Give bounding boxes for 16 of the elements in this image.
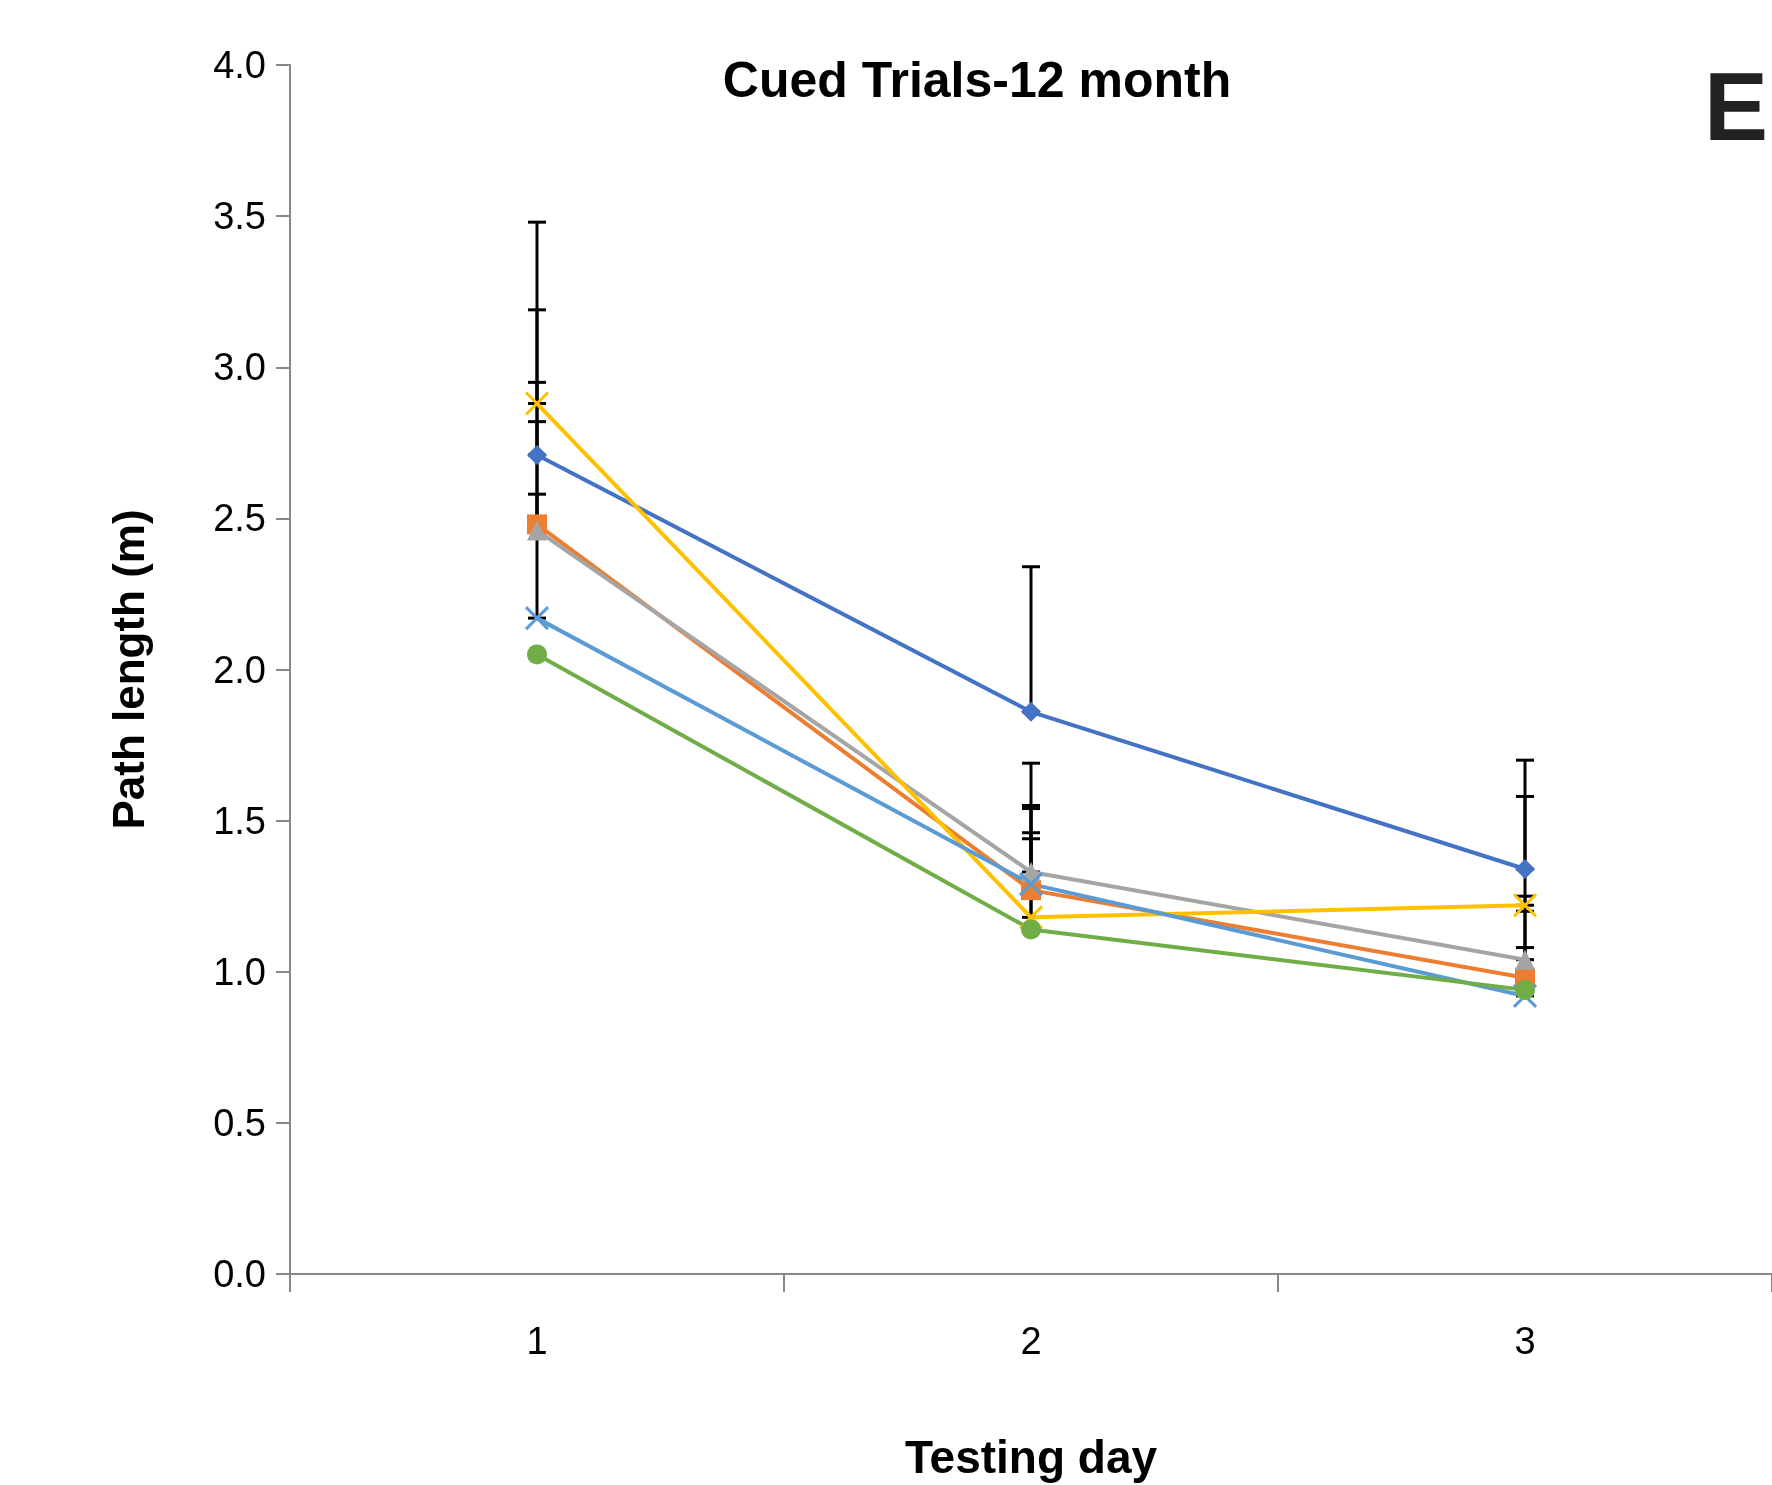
y-tick-label: 2.5 [213,497,266,540]
y-tick-label: 1.5 [213,799,266,842]
y-tick-label: 1.0 [213,950,266,993]
y-tick-label: 0.5 [213,1101,266,1144]
x-tick-label: 1 [526,1320,548,1362]
x-axis-title: Testing day [904,1431,1158,1483]
y-tick-label: 3.5 [213,195,266,238]
chart-title: Cued Trials-12 month [722,52,1232,108]
annotation: E [1703,52,1768,160]
y-axis-title: Path length (m) [103,509,153,830]
y-tick-label: 3.0 [213,346,266,389]
y-tick-label: 4.0 [213,44,266,86]
x-tick-label: 2 [1020,1320,1042,1362]
y-tick-label: 2.0 [213,648,266,691]
x-tick-label: 3 [1514,1320,1536,1362]
y-tick-label: 0.0 [213,1253,266,1295]
